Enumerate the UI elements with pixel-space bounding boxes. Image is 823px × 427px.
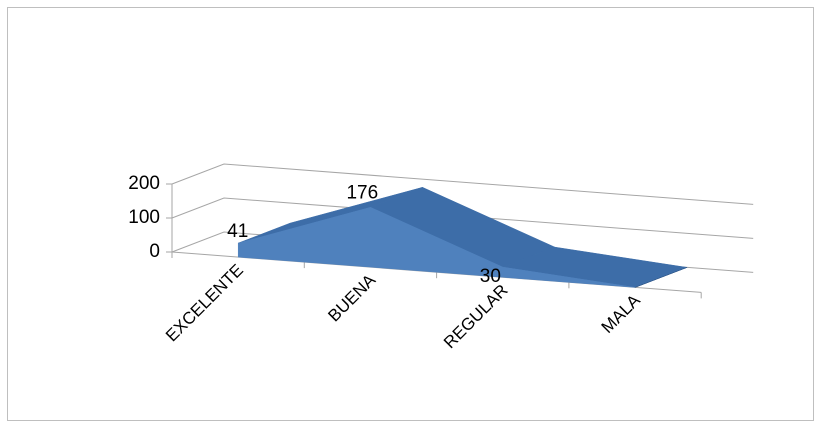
y-tick-label-200: 200 bbox=[128, 173, 160, 194]
data-label-excelente: 41 bbox=[227, 221, 248, 242]
y-tick-label-100: 100 bbox=[128, 207, 160, 228]
area-front-face bbox=[237, 207, 636, 288]
category-label-buena: BUENA bbox=[324, 270, 379, 325]
category-label-regular: REGULAR bbox=[440, 281, 512, 353]
area-series bbox=[237, 187, 689, 288]
y-tick-label-0: 0 bbox=[149, 241, 160, 262]
data-label-regular: 30 bbox=[480, 266, 501, 287]
gridline-200 bbox=[171, 163, 754, 205]
category-label-mala: MALA bbox=[598, 290, 645, 337]
area-end-cap bbox=[635, 267, 688, 288]
y-axis-tick-labels: 0 100 200 bbox=[128, 173, 160, 262]
data-label-buena: 176 bbox=[346, 182, 378, 203]
category-label-excelente: EXCELENTE bbox=[162, 260, 247, 345]
gridline-100 bbox=[171, 197, 754, 239]
data-labels: 41 176 30 bbox=[227, 182, 501, 287]
